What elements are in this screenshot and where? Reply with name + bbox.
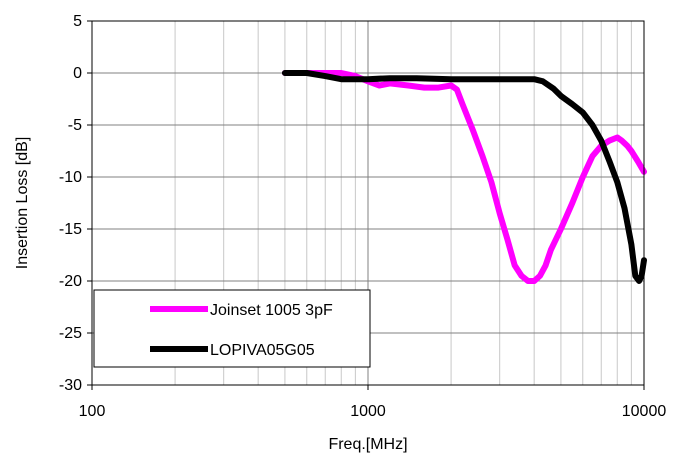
legend-label-lopiva: LOPIVA05G05 [210,342,315,359]
x-tick-label: 10000 [622,403,667,420]
y-tick-label: 5 [73,13,82,30]
y-tick-label: -15 [59,221,82,238]
tick-labels: 5 0 -5 -10 -15 -20 -25 -30 100 1000 10000 [59,13,666,420]
legend-label-joinset: Joinset 1005 3pF [210,302,333,319]
legend-box [93,289,371,368]
y-tick-label: -10 [59,169,82,186]
x-axis-label: Freq.[MHz] [328,436,407,453]
y-tick-label: -30 [59,377,82,394]
y-tick-label: -25 [59,325,82,342]
series-lines [281,70,647,284]
y-axis-label: Insertion Loss [dB] [14,137,31,270]
x-tick-label: 100 [79,403,106,420]
y-tick-label: -20 [59,273,82,290]
series-line-1 [281,70,647,284]
y-tick-label: 0 [73,65,82,82]
x-tick-label: 1000 [350,403,386,420]
series-line-0 [281,70,647,284]
y-tick-label: -5 [68,117,82,134]
legend: Joinset 1005 3pF LOPIVA05G05 [93,289,371,368]
